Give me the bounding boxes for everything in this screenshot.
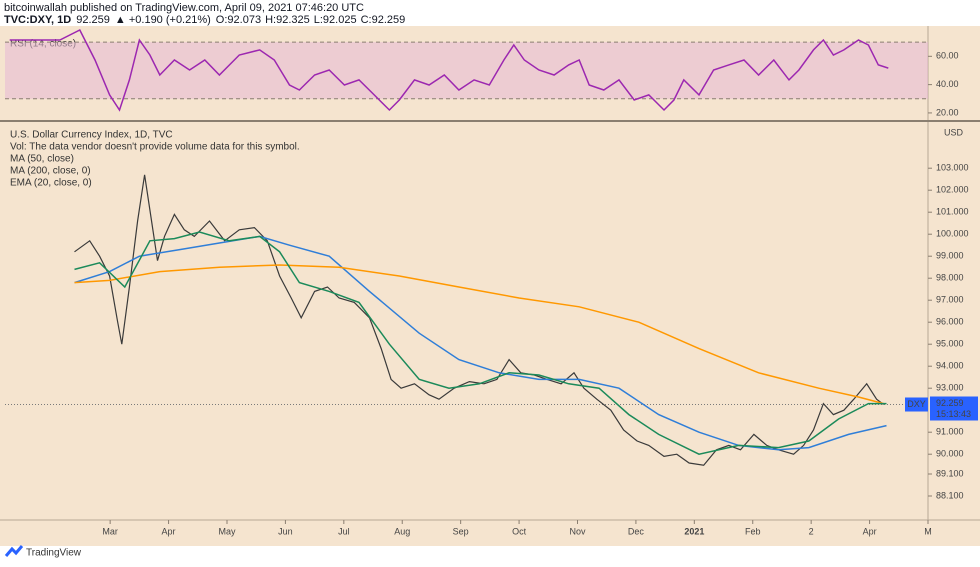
y-tick-label: 95.000: [936, 339, 964, 349]
series-line: [74, 235, 887, 451]
series-line: [74, 174, 884, 466]
y-tick-label: 91.000: [936, 427, 964, 437]
y-tick-label: 103.000: [936, 163, 969, 173]
symbol: TVC:DXY, 1D: [4, 14, 71, 26]
x-tick-label: May: [218, 526, 236, 536]
y-tick-label: 96.000: [936, 317, 964, 327]
y-tick-label: 60.00: [936, 51, 959, 61]
chart-title: U.S. Dollar Currency Index, 1D, TVC: [10, 130, 173, 141]
ohlc: 92.073: [227, 14, 261, 26]
indicator-label: EMA (20, close, 0): [10, 178, 92, 189]
countdown: 15:13:43: [936, 409, 971, 419]
x-tick-label: 2021: [684, 526, 704, 536]
y-tick-label: 97.000: [936, 295, 964, 305]
ohlc: L:: [314, 14, 323, 26]
last-price: 92.259: [76, 14, 110, 26]
symbol-line: TVC:DXY, 1D 92.259 ▲ +0.190 (+0.21%) O: 92.0…: [4, 14, 405, 26]
x-tick-label: M: [924, 526, 932, 536]
y-tick-label: 94.000: [936, 361, 964, 371]
x-tick-label: Dec: [628, 526, 645, 536]
x-tick-label: Feb: [745, 526, 761, 536]
symbol-tag: [905, 397, 928, 412]
y-tick-label: 90.000: [936, 449, 964, 459]
x-tick-label: Apr: [863, 526, 877, 536]
y-tick-label: 99.000: [936, 251, 964, 261]
y-tick-label: 88.100: [936, 490, 964, 500]
y-tick-label: 100.000: [936, 229, 969, 239]
price-tag-label: 92.259: [936, 398, 964, 408]
series-line: [9, 28, 889, 112]
footer: TradingView: [26, 548, 82, 559]
ohlc: 92.325: [276, 14, 310, 26]
x-tick-label: 2: [809, 526, 814, 536]
x-tick-label: Aug: [394, 526, 410, 536]
price-tag: [930, 396, 978, 421]
x-tick-label: Jul: [338, 526, 350, 536]
y-tick-label: 98.000: [936, 273, 964, 283]
x-tick-label: Jun: [278, 526, 293, 536]
logo: [4, 545, 24, 557]
x-tick-label: Sep: [453, 526, 469, 536]
y-tick-label: 101.000: [936, 207, 969, 217]
publisher: bitcoinwallah published on TradingView.c…: [4, 2, 364, 14]
indicator-label: MA (200, close, 0): [10, 166, 91, 177]
series-line: [74, 264, 884, 405]
y-tick-label: 102.000: [936, 185, 969, 195]
y-tick-label: 40.00: [936, 79, 959, 89]
ohlc: 92.259: [372, 14, 406, 26]
ohlc: O:: [216, 14, 228, 26]
change: ▲ +0.190 (+0.21%): [115, 14, 211, 26]
rsi-band: [5, 42, 928, 99]
unit: USD: [944, 127, 964, 137]
y-tick-label: 20.00: [936, 107, 959, 117]
x-tick-label: Nov: [569, 526, 586, 536]
x-tick-label: Oct: [512, 526, 527, 536]
y-tick-label: 89.100: [936, 468, 964, 478]
x-tick-label: Apr: [162, 526, 176, 536]
ohlc: H:: [265, 14, 276, 26]
symbol-tag-label: DXY: [907, 399, 926, 409]
ohlc: 92.025: [323, 14, 357, 26]
annotation: Vol: The data vendor doesn't provide vol…: [10, 142, 300, 153]
x-tick-label: Mar: [102, 526, 118, 536]
indicator-label: MA (50, close): [10, 154, 74, 165]
chart-background: [0, 26, 980, 546]
series-line: [74, 231, 887, 455]
ohlc: C:: [361, 14, 372, 26]
y-tick-label: 93.000: [936, 383, 964, 393]
